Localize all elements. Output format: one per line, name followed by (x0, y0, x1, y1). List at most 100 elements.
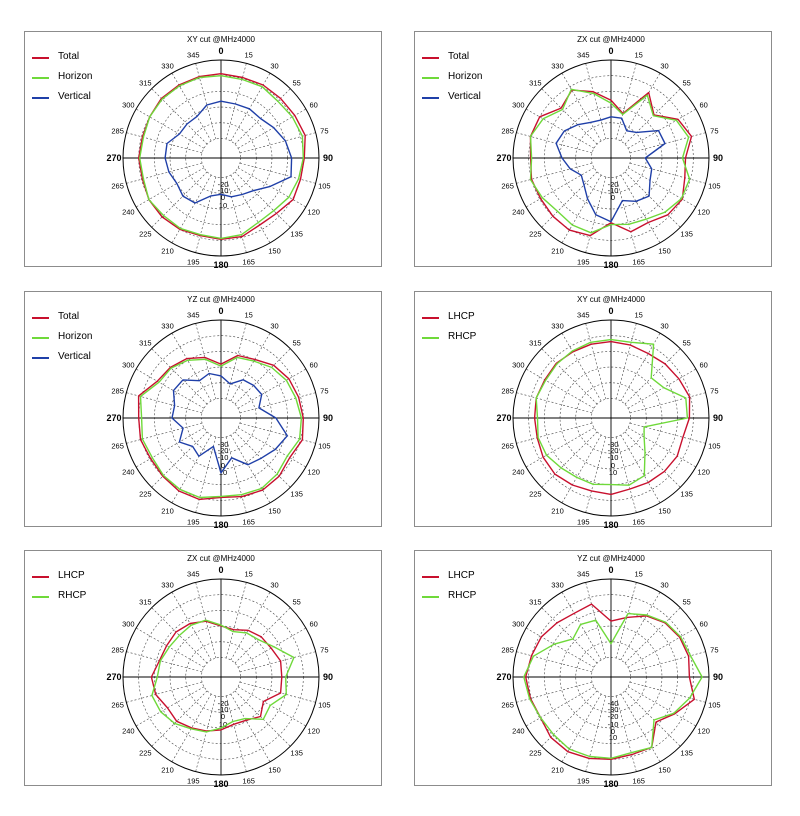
series-line-lhcp (533, 340, 691, 496)
chart-title: XY cut @MHz4000 (187, 35, 256, 44)
grid-spoke (561, 434, 602, 504)
angle-tick-label: 345 (187, 311, 200, 320)
grid-spoke (225, 582, 247, 659)
grid-spoke (620, 591, 661, 661)
legend-swatch (32, 596, 49, 598)
legend-label: Vertical (58, 351, 91, 362)
grid-spoke (230, 693, 271, 763)
angle-tick-label: 90 (323, 413, 333, 423)
legend-label: Vertical (448, 91, 481, 102)
grid-spoke (585, 63, 607, 140)
angle-tick-label: 285 (111, 126, 124, 135)
grid-spoke (225, 323, 247, 400)
angle-tick-label: 135 (290, 230, 303, 239)
radial-tick-label: 10 (219, 720, 227, 729)
legend-label: Total (58, 51, 80, 62)
grid-spoke (624, 431, 681, 488)
grid-spoke (234, 690, 291, 747)
grid-spoke (629, 651, 706, 673)
radial-tick-label: 10 (609, 733, 617, 742)
angle-tick-label: 285 (111, 386, 124, 395)
angle-tick-label: 75 (320, 386, 328, 395)
radial-tick-label: -30 (608, 705, 619, 714)
grid-spoke (126, 422, 203, 444)
radial-tick-label: 10 (609, 468, 617, 477)
angle-tick-label: 330 (161, 61, 174, 70)
angle-tick-label: 75 (710, 645, 718, 654)
angle-tick-label: 345 (577, 51, 590, 60)
chart-panel-6: YZ cut @MHz4000 0 15 30 55 60 75 90 105 120 135 150… (414, 550, 772, 787)
angle-tick-label: 195 (577, 517, 590, 526)
angle-tick-label: 265 (111, 701, 124, 710)
grid-spoke (627, 167, 697, 208)
angle-tick-label: 135 (290, 490, 303, 499)
radial-tick-label: -20 (608, 446, 619, 455)
grid-spoke (541, 690, 598, 747)
angle-tick-label: 75 (320, 126, 328, 135)
angle-tick-label: 105 (318, 442, 331, 451)
legend-item: Horizon (32, 328, 122, 348)
angle-tick-label: 210 (161, 247, 174, 256)
grid-spoke (516, 392, 593, 414)
angle-tick-label: 345 (577, 311, 590, 320)
angle-tick-label: 60 (309, 361, 317, 370)
radial-tick-label: 0 (221, 712, 225, 721)
grid-spoke (561, 591, 602, 661)
grid-spoke (541, 171, 598, 228)
grid-spoke (239, 681, 316, 703)
angle-tick-label: 0 (608, 46, 613, 56)
angle-tick-label: 315 (529, 597, 542, 606)
angle-tick-label: 225 (139, 490, 152, 499)
grid-spoke (230, 434, 271, 504)
grid-spoke (237, 427, 307, 468)
grid-spoke (516, 162, 593, 184)
grid-spoke (239, 651, 316, 673)
grid-spoke (585, 323, 607, 400)
angle-tick-label: 90 (713, 672, 723, 682)
legend-swatch (422, 77, 439, 79)
legend: Total Horizon Vertical (422, 48, 512, 108)
legend-swatch (422, 596, 439, 598)
legend: Total Horizon Vertical (32, 48, 122, 108)
grid-spoke (615, 63, 637, 140)
angle-tick-label: 265 (111, 182, 124, 191)
grid-spoke (525, 427, 595, 468)
grid-spoke (234, 88, 291, 145)
radial-tick-label: -10 (608, 186, 619, 195)
grid-spoke (171, 591, 212, 661)
angle-tick-label: 60 (699, 101, 707, 110)
angle-tick-label: 210 (161, 766, 174, 775)
angle-tick-label: 225 (529, 230, 542, 239)
angle-tick-label: 150 (658, 766, 671, 775)
polar-plot: XY cut @MHz4000 0 15 30 55 60 75 90 105 120 135 150… (106, 35, 333, 268)
angle-tick-label: 120 (697, 208, 710, 217)
grid-spoke (151, 690, 208, 747)
legend: LHCP RHCP (422, 567, 512, 607)
series-line-horizon (529, 88, 691, 234)
grid-spoke (195, 695, 217, 772)
angle-tick-label: 315 (529, 338, 542, 347)
angle-tick-label: 225 (529, 490, 542, 499)
radial-tick-label: -20 (218, 699, 229, 708)
grid-spoke (225, 176, 247, 253)
angle-tick-label: 265 (501, 442, 514, 451)
angle-tick-label: 225 (139, 749, 152, 758)
grid-spoke (151, 607, 208, 664)
angle-tick-label: 180 (603, 779, 618, 787)
grid-spoke (561, 332, 602, 402)
grid-spoke (126, 162, 203, 184)
grid-spoke (171, 174, 212, 244)
angle-tick-label: 75 (320, 645, 328, 654)
angle-tick-label: 165 (632, 776, 645, 785)
angle-tick-label: 300 (512, 101, 525, 110)
chart-panel-4: XY cut @MHz4000 0 15 30 55 60 75 90 105 120 135 150… (414, 291, 772, 528)
grid-spoke (234, 348, 291, 405)
grid-spoke (135, 108, 205, 149)
angle-tick-label: 30 (660, 321, 668, 330)
angle-tick-label: 270 (496, 672, 511, 682)
legend-item: Total (32, 308, 122, 328)
series-line-total (137, 354, 304, 501)
angle-tick-label: 330 (161, 321, 174, 330)
legend-item: Vertical (422, 88, 512, 108)
grid-spoke (561, 72, 602, 142)
